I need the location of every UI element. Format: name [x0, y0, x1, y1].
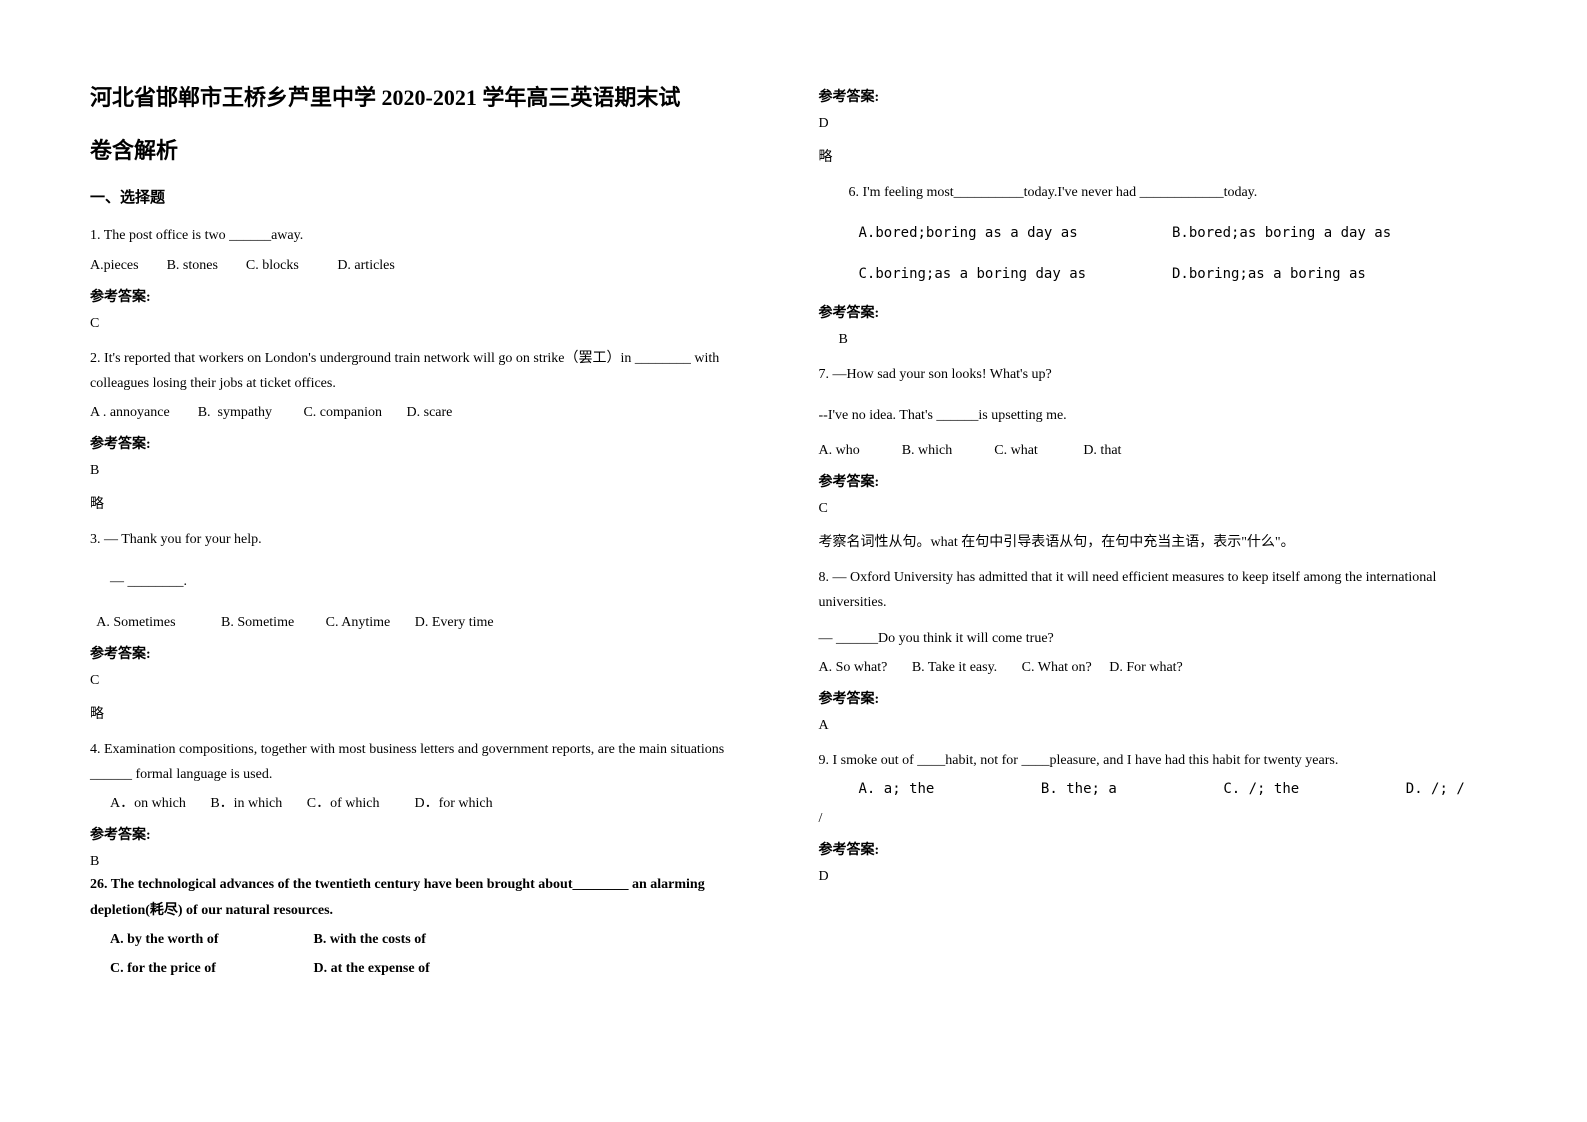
question-4-answer-label: 参考答案: [90, 824, 769, 844]
question-9-answer: D [819, 869, 1498, 885]
question-7-line2: --I've no idea. That's ______is upsettin… [819, 403, 1498, 428]
question-7-answer-label: 参考答案: [819, 471, 1498, 491]
question-2-answer: B [90, 463, 769, 479]
question-9-options: A. a; the B. the; a C. /; the D. /; / [819, 777, 1498, 802]
top-answer: D [819, 116, 1498, 132]
question-3-line2: — ________. [90, 569, 769, 594]
question-6-options-row2: C.boring;as a boring day as D.boring;as … [819, 262, 1498, 287]
question-3: 3. — Thank you for your help. [90, 527, 769, 552]
question-26-options-row1: A. by the worth of B. with the costs of [90, 927, 769, 952]
question-6-opt-c: C.boring;as a boring day as [859, 262, 1169, 287]
question-7-options: A. who B. which C. what D. that [819, 438, 1498, 463]
question-6-opt-b: B.bored;as boring a day as [1172, 225, 1391, 241]
question-4-answer: B [90, 854, 769, 870]
question-3-answer-label: 参考答案: [90, 643, 769, 663]
question-2-options: A . annoyance B. sympathy C. companion D… [90, 400, 769, 425]
section-header: 一、选择题 [90, 186, 769, 207]
question-1-answer: C [90, 316, 769, 332]
question-9: 9. I smoke out of ____habit, not for ___… [819, 748, 1498, 773]
question-9-opt-b: B. the; a [1041, 777, 1223, 802]
question-9-slash: / [819, 806, 1498, 831]
question-6: 6. I'm feeling most__________today.I've … [819, 180, 1498, 205]
question-1-answer-label: 参考答案: [90, 286, 769, 306]
question-8-answer-label: 参考答案: [819, 688, 1498, 708]
question-7: 7. —How sad your son looks! What's up? [819, 362, 1498, 387]
question-8-answer: A [819, 718, 1498, 734]
question-26-opt-d: D. at the expense of [314, 961, 430, 976]
question-6-opt-d: D.boring;as a boring as [1172, 266, 1366, 282]
question-9-opt-a: A. a; the [859, 777, 1041, 802]
question-26: 26. The technological advances of the tw… [90, 872, 769, 922]
question-4: 4. Examination compositions, together wi… [90, 737, 769, 787]
top-answer-label: 参考答案: [819, 86, 1498, 106]
question-26-opt-b: B. with the costs of [314, 932, 426, 947]
question-8-options: A. So what? B. Take it easy. C. What on?… [819, 655, 1498, 680]
question-6-answer: B [819, 332, 1498, 348]
question-6-answer-label: 参考答案: [819, 302, 1498, 322]
question-7-note: 考察名词性从句。what 在句中引导表语从句，在句中充当主语，表示"什么"。 [819, 531, 1498, 551]
question-2-answer-label: 参考答案: [90, 433, 769, 453]
question-1-options: A.pieces B. stones C. blocks D. articles [90, 253, 769, 278]
question-7-answer: C [819, 501, 1498, 517]
question-9-opt-c: C. /; the [1223, 777, 1405, 802]
question-3-brief: 略 [90, 703, 769, 723]
question-4-options: A．on which B．in which C．of which D．for w… [90, 791, 769, 816]
question-6-options-row1: A.bored;boring as a day as B.bored;as bo… [819, 221, 1498, 246]
question-26-opt-c: C. for the price of [110, 956, 310, 981]
question-2: 2. It's reported that workers on London'… [90, 346, 769, 396]
question-1: 1. The post office is two ______away. [90, 223, 769, 248]
question-6-opt-a: A.bored;boring as a day as [859, 221, 1169, 246]
exam-title-line2: 卷含解析 [90, 133, 769, 168]
left-column: 河北省邯郸市王桥乡芦里中学 2020-2021 学年高三英语期末试 卷含解析 一… [90, 80, 769, 1042]
question-9-answer-label: 参考答案: [819, 839, 1498, 859]
question-26-options-row2: C. for the price of D. at the expense of [90, 956, 769, 981]
question-8: 8. — Oxford University has admitted that… [819, 565, 1498, 615]
question-3-options: A. Sometimes B. Sometime C. Anytime D. E… [90, 610, 769, 635]
question-8-line2: — ______Do you think it will come true? [819, 626, 1498, 651]
question-26-opt-a: A. by the worth of [110, 927, 310, 952]
exam-title-line1: 河北省邯郸市王桥乡芦里中学 2020-2021 学年高三英语期末试 [90, 80, 769, 115]
top-brief: 略 [819, 146, 1498, 166]
question-9-opt-d: D. /; / [1406, 777, 1497, 802]
right-column: 参考答案: D 略 6. I'm feeling most__________t… [819, 80, 1498, 1042]
question-2-brief: 略 [90, 493, 769, 513]
question-3-answer: C [90, 673, 769, 689]
